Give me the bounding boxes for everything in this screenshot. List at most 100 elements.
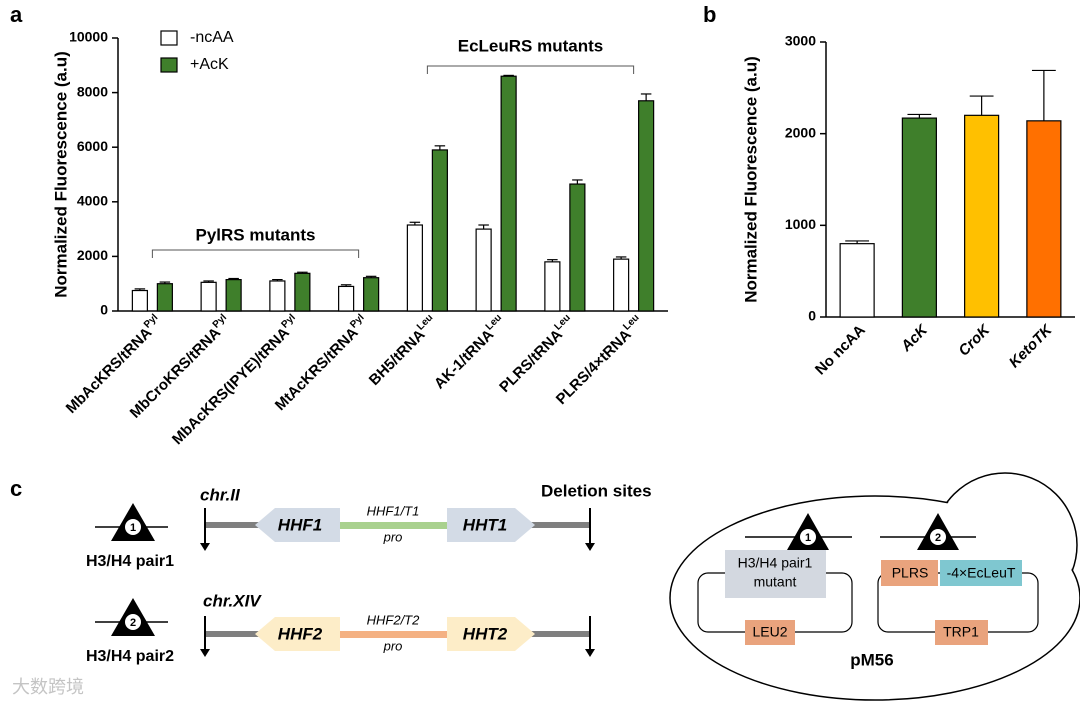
promoter-label: pro <box>383 529 403 544</box>
error-bar <box>572 179 583 185</box>
bar <box>406 224 423 312</box>
bar <box>964 114 1000 318</box>
gene-label: mutant <box>754 574 797 590</box>
error-bar <box>272 279 283 281</box>
legend-label: +AcK <box>190 56 229 73</box>
y-tick-label: 3000 <box>785 33 816 49</box>
gene-arrow <box>447 508 535 542</box>
marker-number: 1 <box>130 522 136 534</box>
legend-label: -ncAA <box>190 29 234 46</box>
bar <box>839 243 875 318</box>
y-tick-label: 2000 <box>785 124 816 140</box>
pair-label: H3/H4 pair2 <box>86 648 174 665</box>
gene-label: HHF1 <box>278 515 322 534</box>
error-bar <box>640 93 652 101</box>
gene-box <box>881 560 938 586</box>
marker-gene-label: TRP1 <box>943 624 979 640</box>
category-name: No ncAA <box>812 322 869 379</box>
error-bar <box>297 271 308 274</box>
error-bar <box>409 221 421 226</box>
bar <box>500 75 517 312</box>
marker-number: 1 <box>805 532 811 544</box>
error-bar <box>845 240 870 244</box>
legend-swatch <box>160 30 178 46</box>
panel-c: c 1 H3/H4 pair1 chr.II HHF1 HHF1/T1 pro … <box>10 476 652 665</box>
promoter-label: pro <box>383 638 403 653</box>
bar <box>225 279 242 312</box>
marker-circle <box>125 614 141 630</box>
chromosome-label: chr.XIV <box>203 591 262 610</box>
y-tick-label: 0 <box>100 302 108 318</box>
panel-label: a <box>10 2 23 27</box>
chromosome-label: chr.II <box>200 485 241 504</box>
gene-arrow <box>255 617 340 651</box>
x-tick-label: AcK <box>897 321 932 356</box>
y-tick-label: 4000 <box>77 193 108 209</box>
bar <box>1026 120 1062 318</box>
x-tick-label: AK-1/tRNALeu <box>429 312 509 392</box>
bar <box>269 280 286 312</box>
bracket <box>426 65 635 74</box>
error-bar <box>365 275 377 278</box>
category-name: AcK <box>897 321 932 356</box>
arrow-head <box>200 649 210 657</box>
gene-label: -4×EcLeuT <box>947 565 1016 581</box>
category-name: BH5/tRNA <box>366 326 429 389</box>
panel-label: c <box>10 476 22 501</box>
panel-label: b <box>703 2 716 27</box>
gene-box <box>725 550 826 598</box>
x-tick-label: MbAcKRS(IPYE)/tRNAPyl <box>167 312 303 448</box>
category-name: AK-1/tRNA <box>431 326 497 392</box>
bar <box>363 277 380 312</box>
deletion-label: Deletion sites <box>541 481 652 500</box>
category-name: MbAcKRS(IPYE)/tRNA <box>169 324 293 448</box>
bar <box>338 285 355 312</box>
marker-number: 2 <box>130 617 136 629</box>
annotation: PylRS mutants <box>196 225 316 244</box>
error-bar <box>203 280 214 283</box>
error-bar <box>907 113 932 119</box>
category-name: KetoTK <box>1006 321 1057 372</box>
arrow-head <box>585 543 595 551</box>
bar <box>613 258 630 312</box>
bar <box>131 289 148 312</box>
gene-label: HHT2 <box>463 624 508 643</box>
y-axis-label: Normalized Fluorescence (a.u) <box>741 56 760 303</box>
promoter <box>340 631 447 638</box>
y-tick-label: 0 <box>808 308 816 324</box>
bracket <box>151 249 360 258</box>
watermark: 大数跨境 <box>12 677 84 697</box>
error-bar <box>969 95 994 116</box>
pair-label: H3/H4 pair1 <box>86 553 174 570</box>
x-tick-label: BH5/tRNALeu <box>364 312 441 389</box>
bar <box>475 228 492 312</box>
annotation: EcLeuRS mutants <box>458 36 603 55</box>
marker-circle <box>800 529 816 545</box>
bar <box>156 283 173 312</box>
error-bar <box>547 259 558 262</box>
gene-label: HHF2 <box>278 624 323 643</box>
bar <box>901 117 937 318</box>
marker-circle <box>930 529 946 545</box>
bar <box>200 281 217 312</box>
gene-label: PLRS <box>892 565 929 581</box>
gene-label: HHT1 <box>463 515 507 534</box>
marker-gene-box <box>935 620 988 645</box>
error-bar <box>478 224 489 230</box>
y-tick-label: 10000 <box>69 29 108 45</box>
category-name: CroK <box>955 321 994 360</box>
yeast-cell: 1 2 H3/H4 pair1 mutant PLRS -4×EcLeuT LE… <box>669 472 1080 701</box>
x-tick-label: CroK <box>955 321 994 360</box>
y-tick-label: 8000 <box>77 83 108 99</box>
promoter-label: HHF2/T2 <box>367 612 421 627</box>
arrow-head <box>585 649 595 657</box>
error-bar <box>340 284 352 287</box>
error-bar <box>434 145 446 150</box>
bar <box>294 272 311 312</box>
marker-gene-label: LEU2 <box>752 624 787 640</box>
marker-circle <box>125 519 141 535</box>
bar <box>544 261 561 312</box>
gene-arrow <box>255 508 340 542</box>
bar <box>431 149 448 312</box>
gene-box <box>940 560 1022 586</box>
